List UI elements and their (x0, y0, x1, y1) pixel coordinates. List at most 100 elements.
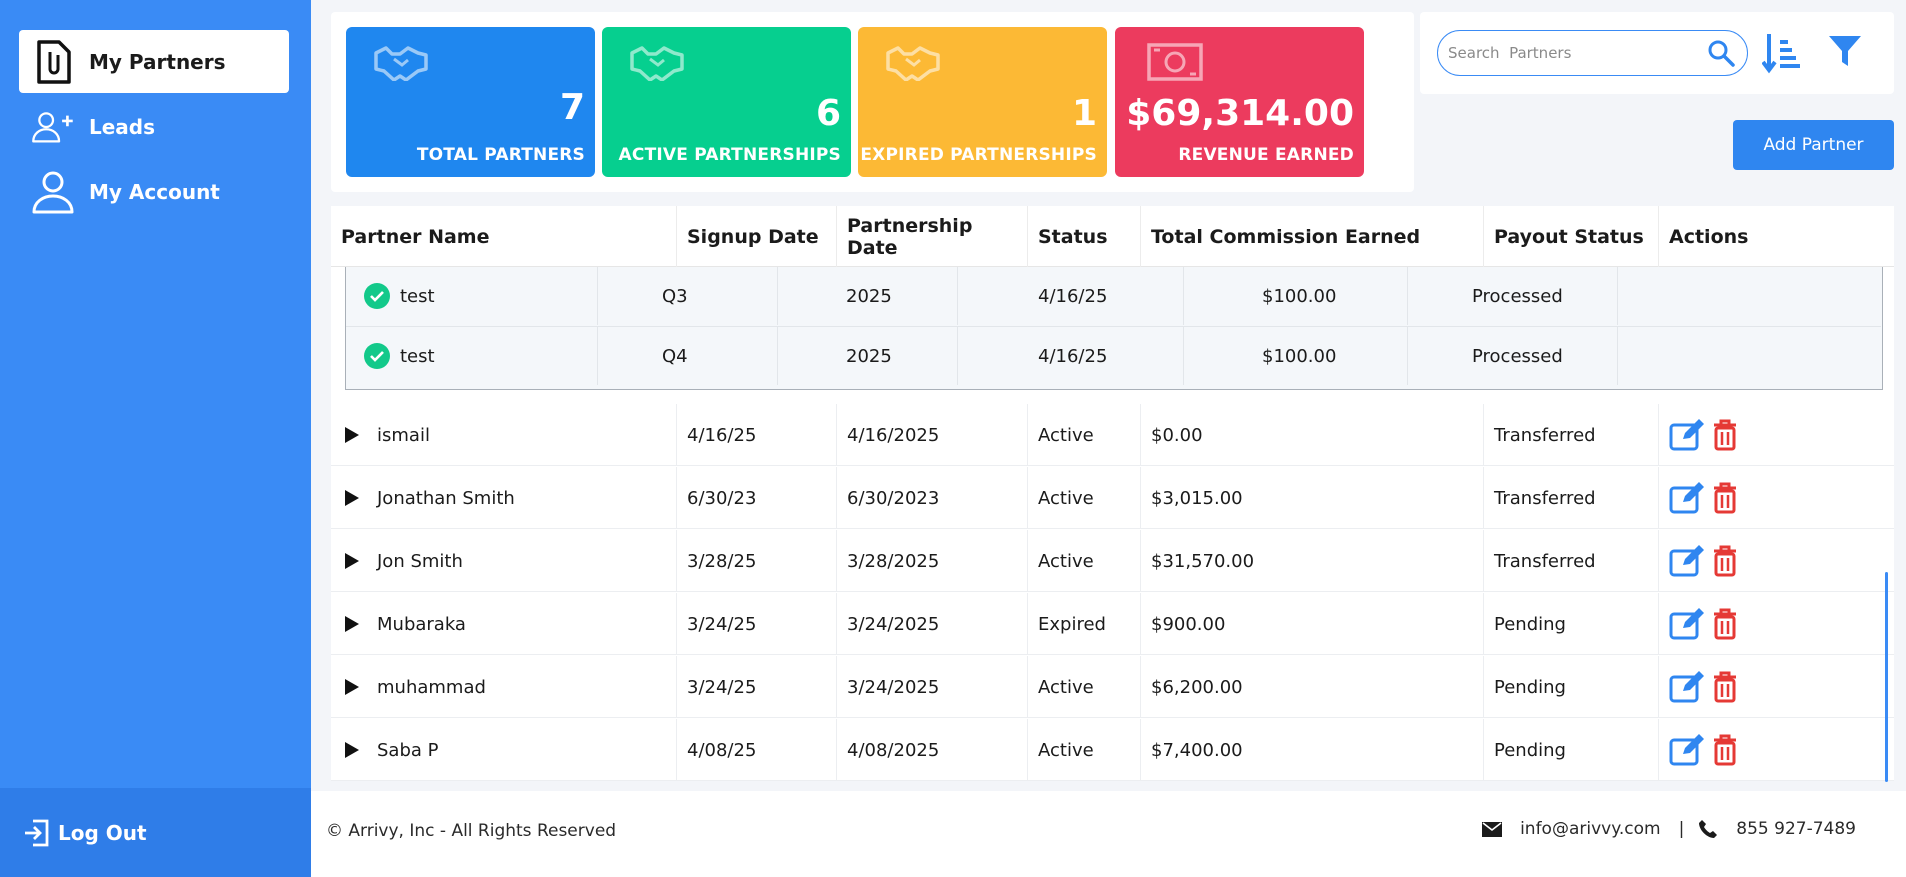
payout-status: Transferred (1484, 530, 1659, 592)
handshake-icon (886, 45, 940, 85)
column-header-partner-name[interactable]: Partner Name (331, 206, 677, 267)
column-header-partnership-date[interactable]: Partnership Date (837, 206, 1028, 267)
partner-name: Jon Smith (377, 550, 463, 572)
payout-status: Processed (1408, 267, 1618, 325)
sidebar-item-label: Leads (89, 114, 156, 139)
expand-arrow-icon[interactable] (345, 490, 359, 506)
signup-date: 4/16/25 (677, 404, 837, 466)
add-user-icon (31, 105, 75, 149)
footer: © Arrivy, Inc - All Rights Reserved info… (311, 791, 1906, 877)
phone-icon (1698, 819, 1718, 839)
table-row[interactable]: Saba P 4/08/25 4/08/2025 Active $7,400.00 Pen… (331, 719, 1894, 781)
search-box (1437, 30, 1748, 76)
payout-amount: $100.00 (1184, 267, 1408, 325)
copyright-text: © Arrivy, Inc - All Rights Reserved (326, 821, 617, 841)
stat-label: EXPIRED PARTNERSHIPS (860, 145, 1097, 165)
mail-icon (1482, 821, 1503, 837)
trash-icon[interactable] (1713, 482, 1737, 514)
partnership-date: 3/24/2025 (837, 593, 1028, 655)
payout-date: 4/16/25 (958, 327, 1184, 385)
payout-year: 2025 (778, 327, 958, 385)
row-actions (1659, 593, 1894, 655)
expand-arrow-icon[interactable] (345, 427, 359, 443)
email-link[interactable]: info@arivvy.com (1520, 819, 1661, 839)
edit-icon[interactable] (1669, 482, 1705, 514)
signup-date: 6/30/23 (677, 467, 837, 529)
edit-icon[interactable] (1669, 734, 1705, 766)
expand-arrow-icon[interactable] (345, 553, 359, 569)
column-header-signup-date[interactable]: Signup Date (677, 206, 837, 267)
column-header-total-commission[interactable]: Total Commission Earned (1141, 206, 1484, 267)
partner-name: Saba P (377, 739, 439, 761)
scrollbar[interactable] (1885, 572, 1888, 782)
filter-icon[interactable] (1828, 34, 1862, 72)
payout-status: Transferred (1484, 467, 1659, 529)
partner-name: muhammad (377, 676, 486, 698)
sort-icon[interactable] (1761, 32, 1802, 78)
expand-arrow-icon[interactable] (345, 616, 359, 632)
expand-arrow-icon[interactable] (345, 742, 359, 758)
sidebar-item-leads[interactable]: Leads (19, 95, 289, 158)
money-bill-icon (1147, 43, 1203, 85)
payout-status: Pending (1484, 719, 1659, 781)
column-header-status[interactable]: Status (1028, 206, 1141, 267)
status: Active (1028, 656, 1141, 718)
stat-card-expired-partnerships: 1 EXPIRED PARTNERSHIPS (858, 27, 1107, 177)
handshake-icon (630, 45, 684, 85)
sidebar-item-my-account[interactable]: My Account (19, 160, 289, 223)
table-row[interactable]: Jonathan Smith 6/30/23 6/30/2023 Active $3,0… (331, 467, 1894, 529)
payout-row: test Q4 2025 4/16/25 $100.00 Processed (346, 326, 1881, 385)
logout-icon (22, 818, 52, 848)
expand-arrow-icon[interactable] (345, 679, 359, 695)
edit-icon[interactable] (1669, 419, 1705, 451)
partnership-date: 3/24/2025 (837, 656, 1028, 718)
sidebar: My Partners Leads My Account Log Out (0, 0, 311, 877)
commission: $7,400.00 (1141, 719, 1484, 781)
trash-icon[interactable] (1713, 545, 1737, 577)
commission: $900.00 (1141, 593, 1484, 655)
table-header: Partner Name Signup Date Partnership Dat… (331, 206, 1894, 267)
payout-row: test Q3 2025 4/16/25 $100.00 Processed (346, 267, 1881, 325)
stats-panel: 7 TOTAL PARTNERS 6 ACTIVE PARTNERSHIPS 1… (331, 12, 1414, 192)
partner-name: ismail (377, 424, 430, 446)
payout-status: Pending (1484, 656, 1659, 718)
status: Active (1028, 530, 1141, 592)
check-circle-icon (364, 343, 390, 369)
commission: $31,570.00 (1141, 530, 1484, 592)
check-circle-icon (364, 283, 390, 309)
payout-status: Processed (1408, 327, 1618, 385)
trash-icon[interactable] (1713, 608, 1737, 640)
handshake-icon (374, 45, 428, 85)
row-actions (1659, 656, 1894, 718)
edit-icon[interactable] (1669, 671, 1705, 703)
table-row[interactable]: Mubaraka 3/24/25 3/24/2025 Expired $900.00 Pe… (331, 593, 1894, 655)
edit-icon[interactable] (1669, 608, 1705, 640)
stat-value: $69,314.00 (1126, 93, 1354, 134)
status: Active (1028, 404, 1141, 466)
partnership-date: 3/28/2025 (837, 530, 1028, 592)
table-row[interactable]: muhammad 3/24/25 3/24/2025 Active $6,200.00 P… (331, 656, 1894, 718)
edit-icon[interactable] (1669, 545, 1705, 577)
trash-icon[interactable] (1713, 419, 1737, 451)
row-actions (1659, 530, 1894, 592)
table-row[interactable]: Jon Smith 3/28/25 3/28/2025 Active $31,570.0… (331, 530, 1894, 592)
user-icon (31, 170, 75, 214)
partner-name: Mubaraka (377, 613, 466, 635)
sidebar-item-my-partners[interactable]: My Partners (19, 30, 289, 93)
table-row[interactable]: ismail 4/16/25 4/16/2025 Active $0.00 Transfe… (331, 404, 1894, 466)
payout-quarter: Q4 (598, 327, 778, 385)
column-header-payout-status[interactable]: Payout Status (1484, 206, 1659, 267)
partner-name: Jonathan Smith (377, 487, 515, 509)
trash-icon[interactable] (1713, 734, 1737, 766)
contact-separator: | (1678, 819, 1685, 839)
add-partner-button[interactable]: Add Partner (1733, 120, 1894, 170)
stat-card-total-partners: 7 TOTAL PARTNERS (346, 27, 595, 177)
trash-icon[interactable] (1713, 671, 1737, 703)
status: Active (1028, 719, 1141, 781)
commission: $3,015.00 (1141, 467, 1484, 529)
commission: $6,200.00 (1141, 656, 1484, 718)
search-icon[interactable] (1707, 39, 1735, 67)
logout-button[interactable]: Log Out (0, 788, 311, 877)
status: Expired (1028, 593, 1141, 655)
search-input[interactable] (1448, 44, 1707, 62)
